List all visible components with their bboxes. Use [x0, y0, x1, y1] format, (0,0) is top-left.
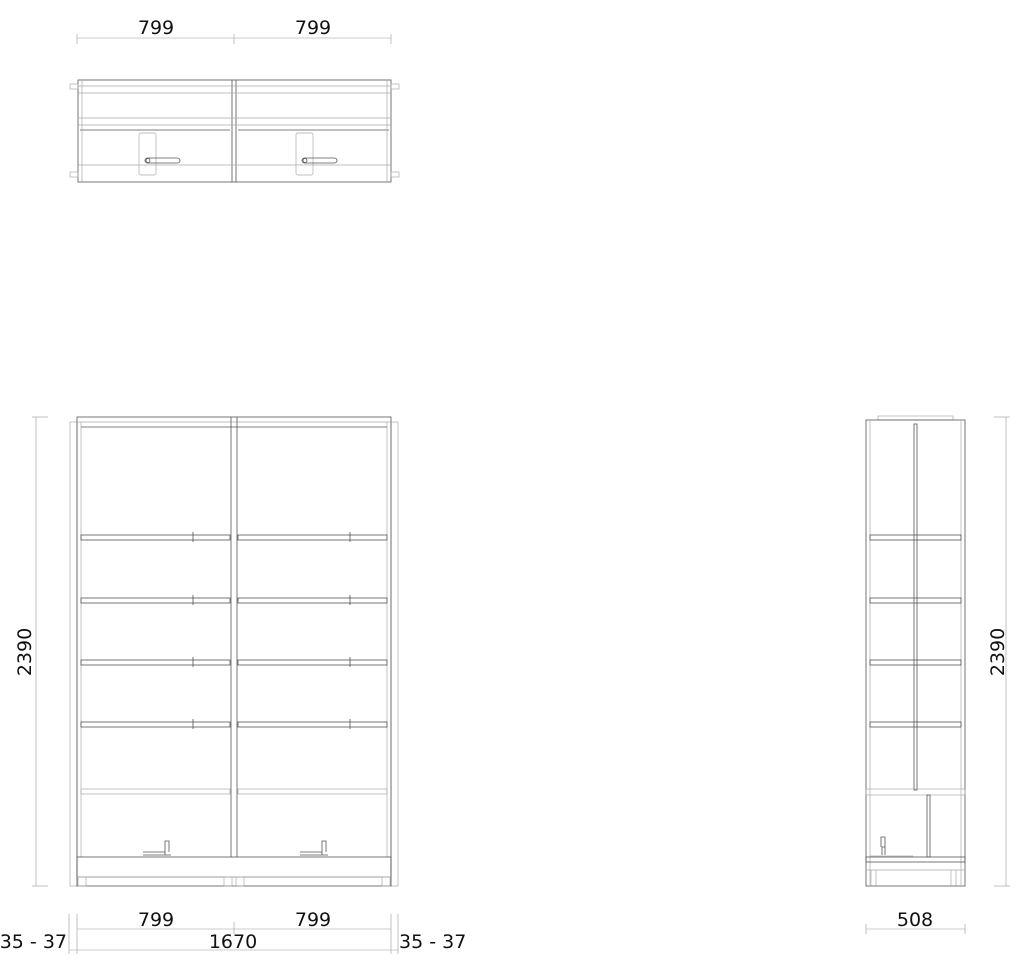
front-bay-right-label: 799: [295, 909, 331, 931]
side-height-label: 2390: [987, 628, 1009, 676]
front-height-dimension: [32, 416, 48, 887]
handle-icon: [138, 132, 181, 176]
shelves: [80, 532, 388, 795]
side-gap-left-label: 35 - 37: [0, 931, 67, 953]
plan-view: [69, 79, 400, 183]
handle-icon: [295, 132, 338, 176]
side-gap-right-label: 35 - 37: [399, 931, 466, 953]
side-height-dimension: [994, 416, 1010, 887]
plan-dimension: [76, 34, 392, 44]
plan-width-left-label: 799: [138, 17, 174, 39]
lever-icon: [300, 840, 328, 856]
front-elevation: [69, 416, 399, 887]
side-depth-label: 508: [897, 909, 933, 931]
front-bay-left-label: 799: [138, 909, 174, 931]
front-height-label: 2390: [14, 628, 36, 676]
side-depth-dimension: [865, 924, 966, 934]
side-elevation: [865, 415, 966, 887]
plan-width-right-label: 799: [295, 17, 331, 39]
front-total-width-label: 1670: [209, 931, 257, 953]
front-width-dimensions: [68, 914, 399, 954]
lever-icon: [143, 840, 171, 856]
